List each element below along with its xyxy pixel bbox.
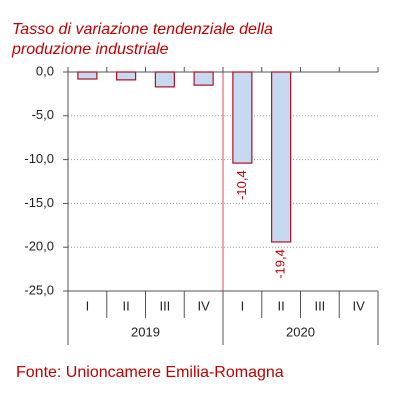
y-tick-label: -15,0 xyxy=(24,195,54,210)
group-label: 2020 xyxy=(286,324,315,339)
value-label: -19,4 xyxy=(273,249,288,279)
bar xyxy=(116,71,137,81)
y-tick-label: -25,0 xyxy=(24,282,54,297)
bar xyxy=(232,71,253,164)
x-tick-label: IV xyxy=(352,298,365,313)
y-tick-label: -10,0 xyxy=(24,151,54,166)
x-tick-label: III xyxy=(159,298,170,313)
source: Fonte: Unioncamere Emilia-Romagna xyxy=(16,364,284,381)
bar xyxy=(154,71,175,88)
y-tick-label: -20,0 xyxy=(24,239,54,254)
x-tick-label: I xyxy=(241,298,245,313)
bar xyxy=(193,71,214,86)
x-tick-label: I xyxy=(86,298,90,313)
x-tick-label: II xyxy=(278,298,285,313)
value-label: -10,4 xyxy=(234,170,249,200)
chart-title: Tasso di variazione tendenziale della xyxy=(12,21,273,38)
y-tick-label: 0,0 xyxy=(36,63,54,78)
group-label: 2019 xyxy=(131,324,160,339)
x-tick-label: II xyxy=(123,298,130,313)
x-tick-label: IV xyxy=(197,298,210,313)
y-tick-label: -5,0 xyxy=(32,107,54,122)
bar xyxy=(77,71,98,80)
chart-title: produzione industriale xyxy=(11,41,169,58)
bar xyxy=(271,71,292,243)
x-tick-label: III xyxy=(314,298,325,313)
